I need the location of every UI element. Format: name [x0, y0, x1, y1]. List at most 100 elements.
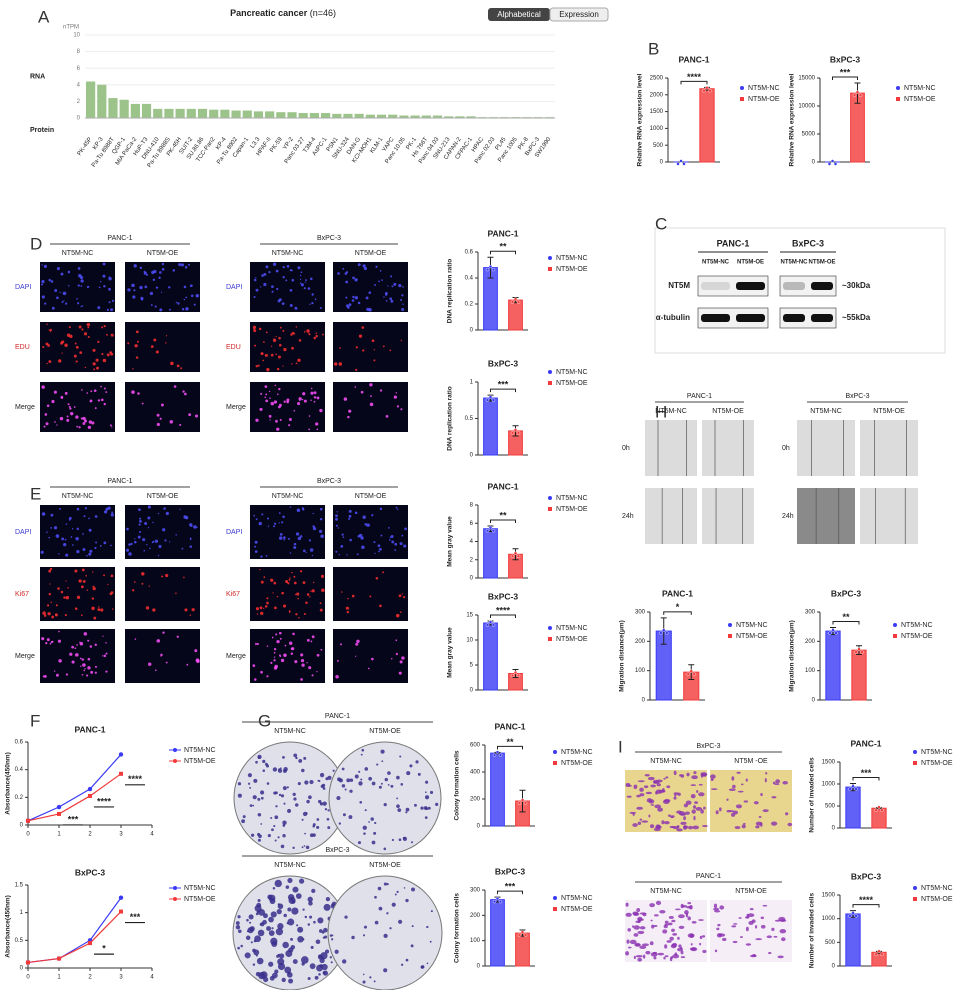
cell-speck — [58, 659, 62, 663]
cell-speck — [314, 298, 317, 301]
invaded-cell — [738, 917, 742, 919]
toggle-label[interactable]: Alphabetical — [497, 10, 541, 19]
colony — [294, 803, 299, 807]
invaded-cell — [745, 943, 752, 946]
legend-marker — [173, 886, 177, 890]
invaded-cell — [685, 906, 693, 909]
colony — [286, 808, 292, 813]
y-tick-label: 600 — [470, 743, 481, 749]
colony — [286, 786, 289, 789]
invaded-cell — [716, 933, 722, 938]
colony — [307, 896, 313, 903]
invaded-cell — [713, 903, 718, 909]
cell-speck — [159, 271, 162, 274]
invaded-cell — [728, 788, 736, 791]
y-tick-label: 5000 — [802, 132, 816, 138]
colony — [329, 934, 333, 937]
colony — [427, 806, 431, 810]
cell-speck — [152, 521, 154, 524]
cell-speck — [286, 400, 289, 404]
micrograph — [710, 770, 792, 832]
invaded-cell — [753, 801, 759, 805]
significance-bracket — [680, 80, 708, 85]
cell-speck — [65, 595, 70, 600]
cell-speck — [137, 392, 140, 395]
invaded-cell — [698, 919, 704, 921]
colony — [237, 915, 241, 919]
colony — [302, 938, 305, 941]
colony — [280, 794, 285, 798]
colony — [322, 801, 327, 806]
colony — [262, 769, 266, 772]
colony — [317, 917, 324, 924]
cell-speck — [265, 399, 269, 403]
toggle[interactable]: Alphabetical Expression — [488, 7, 609, 22]
significance: *** — [68, 814, 79, 824]
toggle-alphabetical[interactable] — [488, 8, 550, 21]
cell-speck — [133, 264, 137, 268]
cell-speck — [275, 269, 279, 273]
cell-speck — [282, 265, 285, 269]
colony — [315, 939, 321, 945]
cell-speck — [81, 568, 85, 572]
cell-speck — [357, 263, 361, 267]
cell-speck — [89, 549, 93, 553]
invaded-cell — [637, 930, 645, 935]
cell-speck — [391, 540, 395, 544]
cell-speck — [319, 608, 323, 612]
cell-speck — [282, 329, 285, 332]
cell-speck — [281, 521, 284, 524]
colony — [270, 816, 273, 819]
colony — [368, 776, 373, 781]
panel-header: BxPC-3 — [317, 478, 341, 485]
cell-speck — [82, 422, 86, 425]
y-tick-label: 500 — [653, 143, 664, 149]
cell-speck — [92, 571, 94, 573]
invaded-cell — [734, 826, 741, 829]
y-tick-label: 200 — [470, 913, 481, 919]
x-tick-label: L3.3 — [250, 136, 262, 150]
cell-speck — [255, 418, 259, 422]
cell-speck — [293, 575, 296, 578]
cell-speck — [285, 279, 288, 282]
replicate-dot — [689, 669, 693, 673]
cell-speck — [65, 580, 67, 582]
y-axis-label: Colony formation cells — [454, 893, 461, 963]
cell-speck — [263, 576, 266, 579]
toggle-expression[interactable] — [549, 7, 609, 22]
x-tick-label: 0 — [26, 975, 30, 981]
cell-speck — [283, 400, 286, 403]
colony — [309, 963, 316, 970]
cell-speck — [73, 406, 76, 408]
invaded-cell — [670, 815, 675, 818]
cell-speck — [310, 590, 312, 592]
cell-speck — [345, 296, 348, 299]
invaded-cell — [639, 793, 645, 797]
point — [118, 895, 124, 900]
toggle-label[interactable]: Expression — [559, 10, 599, 19]
invaded-cell — [760, 916, 764, 920]
invaded-cell — [702, 949, 707, 954]
cell-speck — [78, 325, 82, 329]
cell-speck — [159, 417, 162, 420]
invaded-cell — [661, 820, 665, 825]
bar — [376, 114, 387, 118]
invaded-cell — [653, 914, 659, 917]
cell-speck — [43, 264, 47, 268]
colony — [301, 768, 305, 773]
lane-label: NT5M-OE — [809, 260, 836, 266]
band — [701, 282, 730, 290]
colony — [344, 915, 348, 919]
cell-speck — [272, 592, 274, 594]
cell-speck — [394, 549, 397, 551]
bar — [483, 397, 498, 456]
cell-speck — [155, 286, 159, 289]
panel-letter: I — [618, 737, 623, 756]
band — [811, 282, 833, 290]
invaded-cell — [663, 924, 668, 929]
cell-speck — [303, 287, 306, 290]
micrograph — [125, 629, 200, 683]
cell-speck — [83, 515, 86, 518]
colony — [295, 893, 302, 899]
significance: *** — [498, 380, 509, 390]
